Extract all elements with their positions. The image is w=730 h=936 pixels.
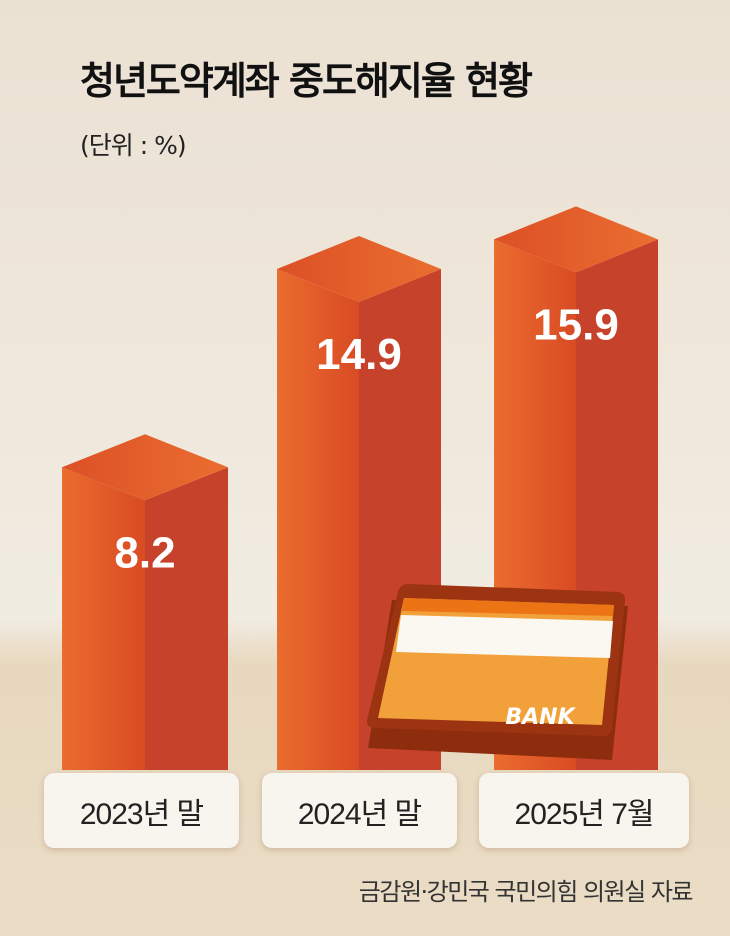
bar-front-left — [62, 467, 145, 770]
category-label-2: 2025년 7월 — [479, 773, 689, 848]
value-label-1: 14.9 — [316, 330, 402, 379]
bar-top — [277, 235, 441, 302]
bar-top — [62, 434, 228, 501]
unit-label: (단위 : %) — [80, 131, 187, 160]
bar-0: 8.2 — [62, 434, 228, 770]
bar-top — [494, 206, 658, 273]
value-label-0: 8.2 — [114, 528, 175, 577]
source-note: 금감원·강민국 국민의힘 의원실 자료 — [358, 878, 694, 906]
category-label-1: 2024년 말 — [262, 773, 457, 848]
bar-1: 14.9 — [277, 235, 441, 770]
bank-card-icon: BANK — [366, 584, 628, 760]
chart-title: 청년도약계좌 중도해지율 현황 — [80, 59, 533, 103]
bank-text: BANK — [505, 705, 576, 730]
bar-front-right — [145, 467, 228, 770]
category-label-0: 2023년 말 — [44, 773, 239, 848]
value-label-2: 15.9 — [533, 300, 619, 349]
bar-front-left — [277, 268, 359, 770]
